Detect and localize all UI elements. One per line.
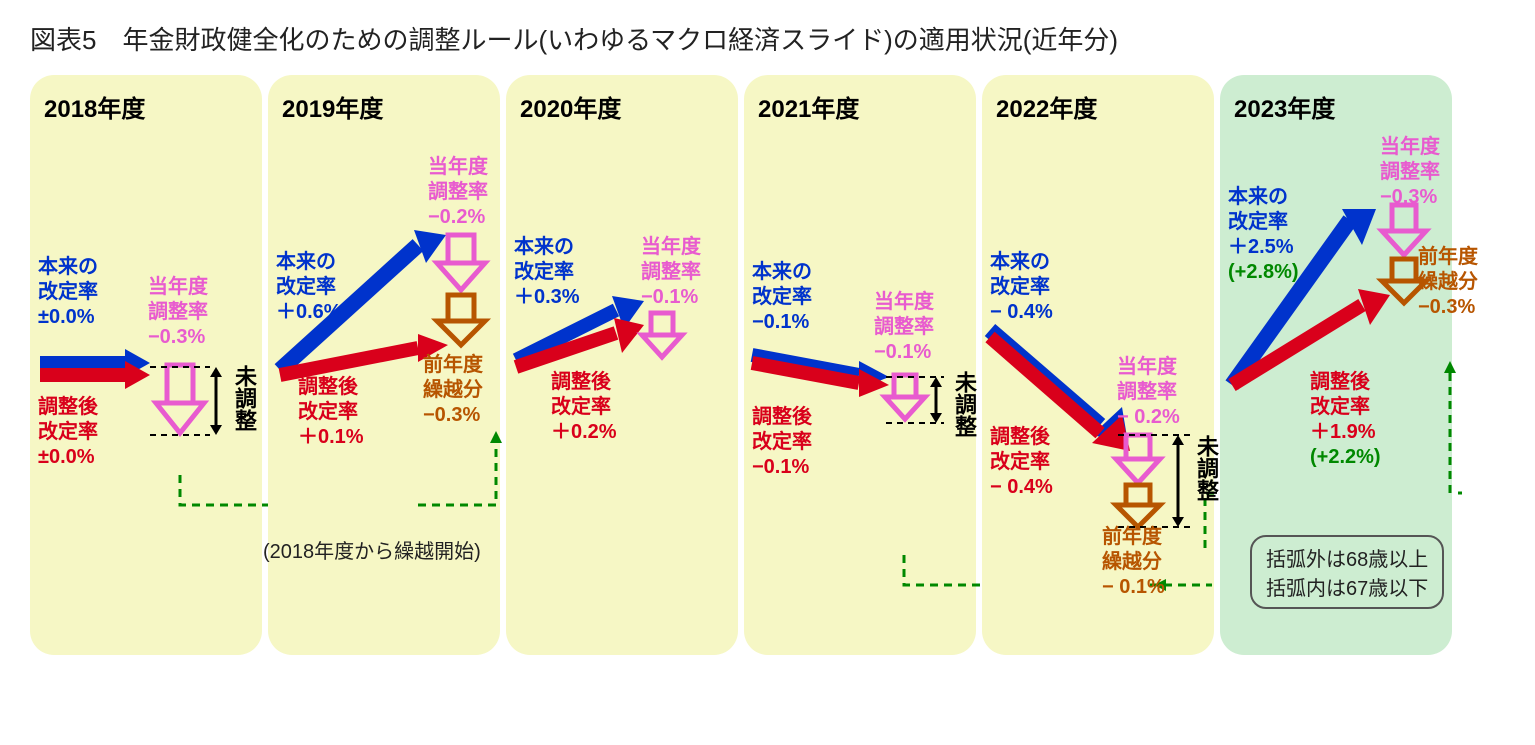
red-arrow-icon — [516, 318, 644, 367]
carryover-label: 前年度 繰越分− 0.1% — [1102, 525, 1165, 600]
year-label: 2018年度 — [44, 89, 145, 124]
curadj-label: 当年度 調整率−0.3% — [148, 275, 208, 350]
pink-down-arrow-icon — [642, 313, 682, 357]
brown-down-arrow-icon — [1116, 485, 1160, 527]
adjusted-label: 調整後 改定率＋0.1% — [298, 375, 364, 450]
pink-down-arrow-icon — [437, 235, 485, 290]
year-label: 2021年度 — [758, 89, 859, 124]
unadjusted-label: 未調整 — [948, 371, 980, 437]
year-label: 2023年度 — [1234, 89, 1335, 124]
unadjusted-label: 未調整 — [228, 365, 260, 431]
pink-down-arrow-icon — [156, 365, 204, 433]
year-label: 2020年度 — [520, 89, 621, 124]
year-label: 2022年度 — [996, 89, 1097, 124]
adjusted-label: 調整後 改定率＋0.2% — [551, 370, 617, 445]
original-label: 本来の 改定率＋0.6% — [276, 250, 342, 325]
panels-row: 2018年度 本来の 改定率±0.0% 調整後 — [30, 75, 1505, 655]
panel-2021: 2021年度 本来の 改定率−0.1% 調整後 — [744, 75, 976, 655]
adjusted-label: 調整後 改定率− 0.4% — [990, 425, 1053, 500]
year-label: 2019年度 — [282, 89, 383, 124]
double-arrow-icon — [210, 367, 222, 435]
adjusted-label: 調整後 改定率−0.1% — [752, 405, 812, 480]
blue-arrow-icon — [752, 355, 889, 389]
brown-down-arrow-icon — [437, 295, 485, 345]
curadj-label: 当年度 調整率−0.1% — [641, 235, 701, 310]
curadj-label: 当年度 調整率−0.2% — [428, 155, 488, 230]
green-arrowhead-icon — [1444, 361, 1456, 373]
double-arrow-icon — [1172, 435, 1184, 527]
pink-down-arrow-icon — [1116, 435, 1160, 483]
panel-2020: 2020年度 本来の 改定率＋0.3% 調整後 改定率＋0.2% 当年度 調整率… — [506, 75, 738, 655]
curadj-label: 当年度 調整率−0.3% — [1380, 135, 1440, 210]
figure-title: 図表5 年金財政健全化のための調整ルール(いわゆるマクロ経済スライド)の適用状況… — [30, 20, 1505, 57]
red-arrow-icon — [752, 363, 889, 397]
curadj-label: 当年度 調整率−0.1% — [874, 290, 934, 365]
panel-svg — [744, 75, 976, 655]
carryover-label: 前年度 繰越分−0.3% — [423, 353, 483, 428]
adjusted-label: 調整後 改定率±0.0% — [38, 395, 98, 470]
note-box: 括弧外は68歳以上括弧内は67歳以下 — [1250, 535, 1444, 609]
panel-svg — [506, 75, 738, 655]
original-label: 本来の 改定率− 0.4% — [990, 250, 1053, 325]
blue-arrow-icon — [40, 349, 150, 377]
red-arrow-icon — [40, 361, 150, 389]
footnote-2019: (2018年度から繰越開始) — [263, 535, 481, 564]
original-label: 本来の 改定率＋2.5%(+2.8%) — [1228, 185, 1299, 285]
panel-2018: 2018年度 本来の 改定率±0.0% 調整後 — [30, 75, 262, 655]
adjusted-label: 調整後 改定率＋1.9%(+2.2%) — [1310, 370, 1381, 470]
panel-2019: 2019年度 本来の 改定率＋0.6% 調整後 改定率＋0.1% 当年度 — [268, 75, 500, 655]
original-label: 本来の 改定率±0.0% — [38, 255, 98, 330]
original-label: 本来の 改定率−0.1% — [752, 260, 812, 335]
carryover-label: 前年度 繰越分−0.3% — [1418, 245, 1478, 320]
original-label: 本来の 改定率＋0.3% — [514, 235, 580, 310]
green-dash-in — [418, 435, 496, 505]
panel-2022: 2022年度 — [982, 75, 1214, 655]
curadj-label: 当年度 調整率− 0.2% — [1117, 355, 1180, 430]
pink-down-arrow-icon — [885, 375, 925, 419]
double-arrow-icon — [930, 377, 942, 423]
unadjusted-label: 未調整 — [1190, 435, 1222, 501]
green-arrowhead-icon — [490, 431, 502, 443]
panel-2023: 2023年度 本来の 改定率＋2.5%(+2.8%) 当年度 調整率−0.3% — [1220, 75, 1452, 655]
